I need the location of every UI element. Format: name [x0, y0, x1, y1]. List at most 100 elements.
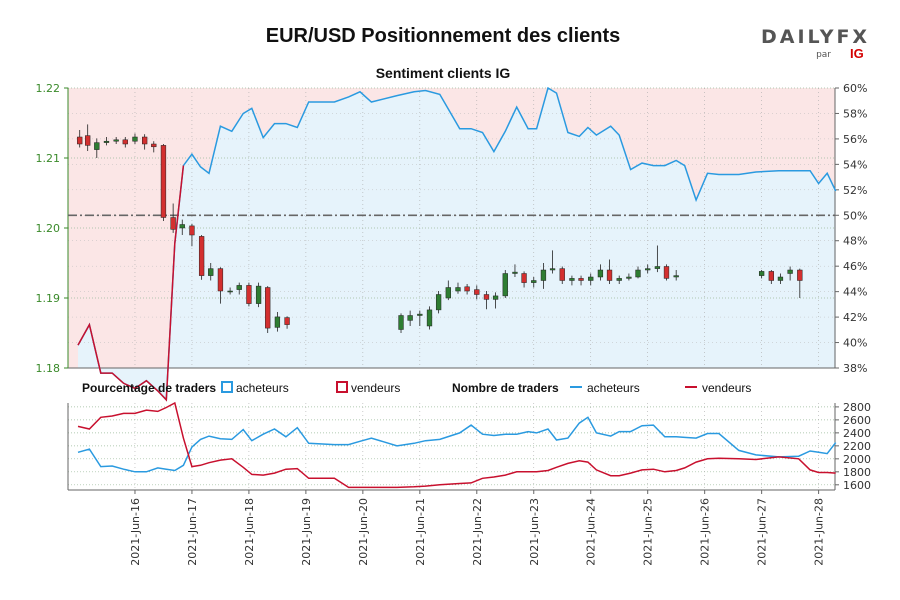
tick-label-left: 1.19	[36, 292, 61, 305]
candle	[768, 270, 774, 284]
candle-body	[663, 266, 670, 279]
candle	[531, 277, 537, 288]
candle-body	[673, 275, 679, 278]
candle	[94, 138, 100, 158]
legend-pct-title: Pourcentage de traders	[82, 381, 216, 395]
candle-body	[227, 290, 233, 293]
date-label: 2021-Jun-24	[585, 498, 598, 566]
candle	[540, 263, 547, 289]
lower-bg	[68, 403, 835, 490]
candle	[265, 286, 271, 333]
candle	[284, 316, 290, 329]
candle-body	[531, 280, 537, 283]
tick-label-right: 60%	[843, 82, 867, 95]
candle	[407, 310, 413, 326]
candle-body	[521, 273, 527, 283]
candle	[559, 266, 565, 284]
tick-label-left: 1.18	[36, 362, 61, 375]
date-label: 2021-Jun-23	[528, 498, 541, 566]
tick-label-right: 56%	[843, 133, 867, 146]
candle	[151, 141, 157, 153]
legend-pct-sellers-swatch	[336, 381, 348, 393]
tick-label-right: 58%	[843, 107, 867, 120]
candle-body	[151, 143, 157, 148]
candle	[435, 291, 442, 314]
candle-body	[635, 269, 641, 278]
candle	[142, 134, 148, 150]
candle-body	[94, 142, 100, 150]
candle-body	[435, 294, 442, 311]
candle-body	[645, 268, 651, 271]
candle-body	[77, 136, 83, 145]
line-pct-sellers	[77, 165, 185, 402]
date-axis: 2021-Jun-16 2021-Jun-17 2021-Jun-18 2021-Ju…	[129, 490, 826, 566]
candle-body	[170, 217, 176, 230]
candle-body	[407, 315, 413, 321]
legend-count-sellers: vendeurs	[702, 381, 751, 395]
candle	[398, 313, 404, 333]
candle-body	[246, 285, 252, 304]
tick-label-right: 44%	[843, 286, 867, 299]
candle-body	[616, 278, 622, 281]
chart-title: EUR/USD Positionnement des clients	[266, 25, 621, 47]
candle-body	[768, 271, 774, 281]
tick-label-lower: 2800	[843, 401, 871, 414]
candle-body	[208, 268, 214, 276]
dailyfx-logo: DAILYFX par IG	[761, 26, 867, 61]
logo-ig: IG	[850, 46, 864, 61]
tick-label-right: 52%	[843, 184, 867, 197]
tick-label-left: 1.22	[36, 82, 61, 95]
candle-body	[455, 287, 461, 292]
tick-label-right: 40%	[843, 337, 867, 350]
candle	[645, 264, 651, 274]
candle	[113, 137, 119, 144]
candle	[588, 273, 594, 286]
candle-body	[217, 268, 224, 292]
candle	[569, 275, 575, 286]
line-count-sellers	[77, 401, 836, 489]
candle	[77, 130, 83, 148]
legend-count-buyers: acheteurs	[587, 381, 640, 395]
candle	[597, 264, 604, 281]
candle-body	[179, 224, 185, 229]
candle-body	[274, 316, 281, 328]
candle	[492, 292, 499, 309]
date-label: 2021-Jun-18	[243, 498, 256, 566]
candle-body	[255, 285, 262, 304]
candle-body	[85, 135, 91, 146]
tick-label-lower: 1600	[843, 479, 871, 492]
candle-body	[654, 266, 661, 269]
tick-label-right: 38%	[843, 362, 867, 375]
chart-subtitle: Sentiment clients IG	[376, 65, 511, 81]
candle-body	[777, 276, 784, 281]
candle	[179, 219, 185, 235]
candle-body	[103, 140, 110, 143]
tick-label-right: 54%	[843, 158, 867, 171]
candle-body	[236, 285, 242, 290]
candle-body	[787, 269, 793, 274]
candle-body	[758, 271, 765, 276]
candle-body	[189, 225, 195, 236]
candle-body	[464, 286, 470, 292]
legend-pct-buyers: acheteurs	[236, 381, 289, 395]
candle-body	[122, 139, 128, 145]
candle-body	[512, 271, 518, 274]
candle	[160, 144, 167, 221]
candle-body	[445, 287, 451, 299]
candle-body	[502, 273, 508, 297]
date-label: 2021-Jun-21	[414, 498, 427, 566]
candle-body	[559, 268, 565, 281]
tick-label-right: 48%	[843, 235, 867, 248]
legend-pct-sellers: vendeurs	[351, 381, 400, 395]
tick-label-right: 42%	[843, 311, 867, 324]
candle-body	[132, 136, 138, 142]
candle	[255, 282, 262, 308]
candle-body	[113, 139, 119, 142]
date-label: 2021-Jun-16	[129, 498, 142, 566]
date-label: 2021-Jun-28	[813, 498, 826, 566]
candle-body	[569, 278, 575, 281]
candle-body	[142, 136, 148, 145]
candle	[502, 270, 508, 298]
date-label: 2021-Jun-27	[756, 498, 769, 566]
